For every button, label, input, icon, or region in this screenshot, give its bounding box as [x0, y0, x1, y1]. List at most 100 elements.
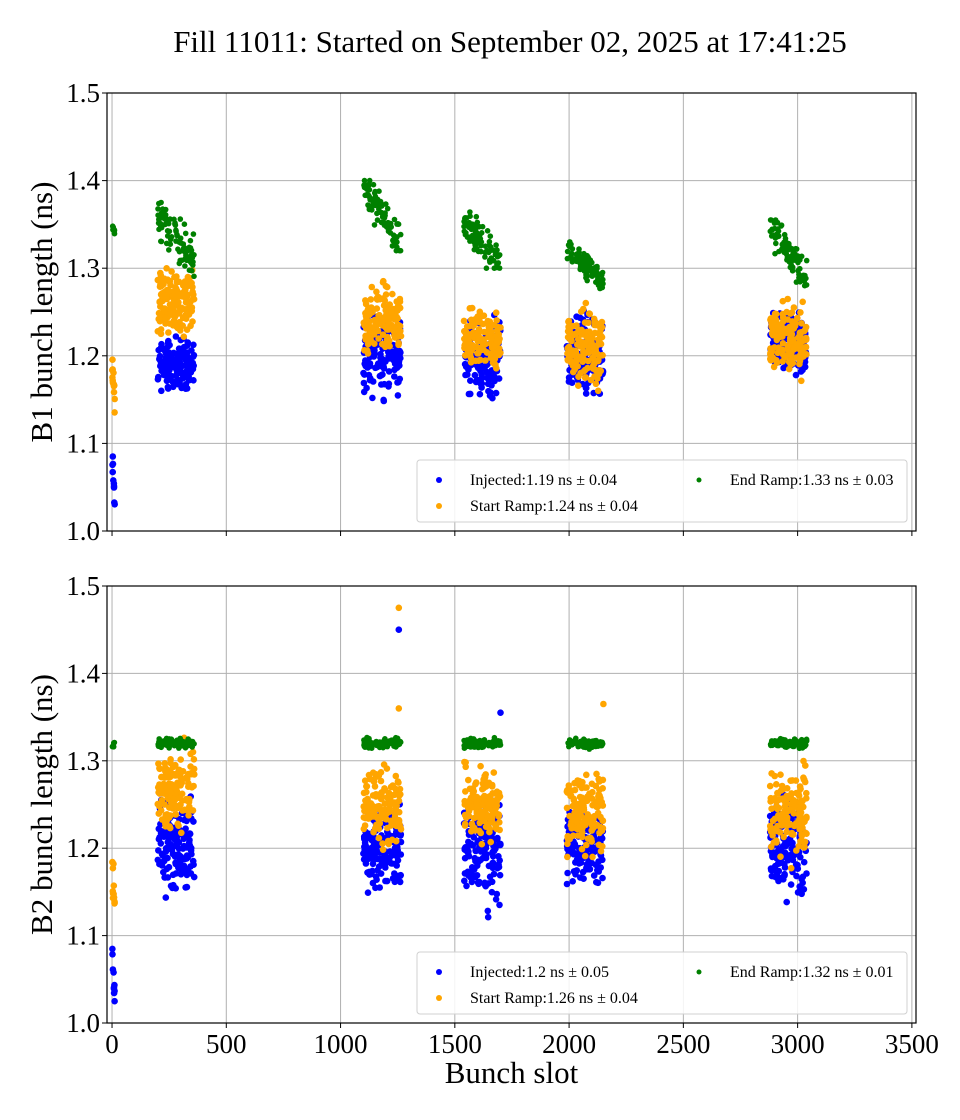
- data-point: [482, 854, 490, 862]
- data-point: [387, 800, 395, 808]
- data-point: [492, 740, 499, 747]
- data-point: [362, 814, 369, 822]
- data-point: [789, 268, 796, 274]
- data-point: [594, 387, 602, 395]
- data-point-outlier: [497, 709, 504, 716]
- data-point: [176, 766, 183, 774]
- data-point: [495, 351, 503, 359]
- data-point: [572, 330, 579, 338]
- data-point: [771, 873, 778, 880]
- x-tick-label: 1000: [314, 1029, 368, 1059]
- data-point: [191, 252, 197, 258]
- data-point: [363, 736, 370, 743]
- data-point: [481, 792, 488, 800]
- data-point: [796, 823, 804, 831]
- data-point: [790, 345, 798, 353]
- data-point: [782, 849, 789, 857]
- data-point: [794, 314, 801, 322]
- legend-marker: [696, 477, 702, 483]
- x-axis-label: Bunch slot: [445, 1055, 579, 1090]
- data-point: [182, 230, 189, 237]
- legend-label: Start Ramp:1.24 ns ± 0.04: [470, 498, 638, 515]
- data-point: [373, 305, 381, 312]
- data-point: [478, 375, 486, 382]
- data-point: [171, 216, 177, 223]
- data-point: [384, 741, 390, 748]
- data-point: [786, 246, 793, 253]
- data-point: [110, 989, 118, 997]
- data-point: [397, 231, 404, 238]
- data-point: [589, 355, 596, 362]
- data-point: [172, 284, 179, 291]
- data-point: [563, 804, 571, 812]
- data-point: [580, 356, 588, 363]
- data-point: [177, 327, 184, 334]
- legend-label: Start Ramp:1.26 ns ± 0.04: [470, 990, 638, 1007]
- data-point: [461, 820, 469, 828]
- data-point: [376, 372, 384, 380]
- data-point: [497, 740, 503, 746]
- data-point: [771, 795, 778, 802]
- data-point: [169, 763, 177, 771]
- data-point: [167, 236, 174, 243]
- data-point: [793, 254, 800, 261]
- data-point: [170, 831, 178, 839]
- data-point: [583, 841, 590, 849]
- data-point: [157, 220, 164, 227]
- data-point: [368, 304, 375, 311]
- legend-item-start-ramp: Start Ramp:1.26 ns ± 0.04: [436, 990, 638, 1007]
- data-point: [160, 277, 167, 285]
- x-tick-label: 2000: [542, 1029, 596, 1059]
- data-point: [589, 788, 596, 796]
- data-point: [571, 779, 578, 787]
- data-point: [382, 291, 390, 298]
- data-point: [599, 843, 606, 850]
- data-points: [109, 177, 810, 508]
- data-point: [390, 238, 396, 244]
- data-point: [382, 736, 388, 742]
- data-point: [376, 295, 384, 303]
- data-point: [464, 371, 471, 378]
- data-point: [774, 860, 782, 868]
- data-point: [790, 304, 798, 311]
- data-point: [793, 872, 800, 880]
- data-point: [165, 329, 172, 336]
- data-point: [585, 319, 592, 327]
- data-point: [478, 248, 484, 255]
- data-point: [383, 765, 391, 772]
- data-point-outlier: [600, 700, 607, 708]
- data-point: [470, 788, 478, 795]
- data-point: [172, 333, 180, 340]
- data-point: [388, 348, 395, 355]
- data-point: [363, 384, 370, 392]
- data-point: [181, 816, 188, 824]
- data-point: [189, 288, 196, 296]
- data-point: [386, 301, 394, 308]
- data-point: [484, 228, 491, 234]
- data-point: [800, 844, 808, 851]
- data-point: [496, 901, 503, 909]
- data-point: [773, 240, 779, 247]
- data-point: [595, 356, 602, 364]
- series-start-ramp: [109, 265, 810, 416]
- data-point: [783, 250, 789, 257]
- data-point: [180, 333, 188, 341]
- data-point: [798, 338, 806, 345]
- data-point: [787, 357, 794, 365]
- data-point: [170, 881, 177, 889]
- data-point: [486, 238, 493, 245]
- data-point: [796, 332, 803, 339]
- data-point: [577, 369, 584, 377]
- data-point: [588, 821, 596, 829]
- data-point: [599, 874, 606, 882]
- data-point: [488, 888, 496, 896]
- data-point: [190, 351, 198, 359]
- data-point: [777, 853, 784, 860]
- data-point: [487, 233, 494, 239]
- data-point: [496, 819, 503, 826]
- data-point: [366, 323, 374, 331]
- data-point: [161, 314, 169, 322]
- data-point: [181, 221, 188, 227]
- data-point: [769, 740, 776, 746]
- data-point: [578, 331, 585, 338]
